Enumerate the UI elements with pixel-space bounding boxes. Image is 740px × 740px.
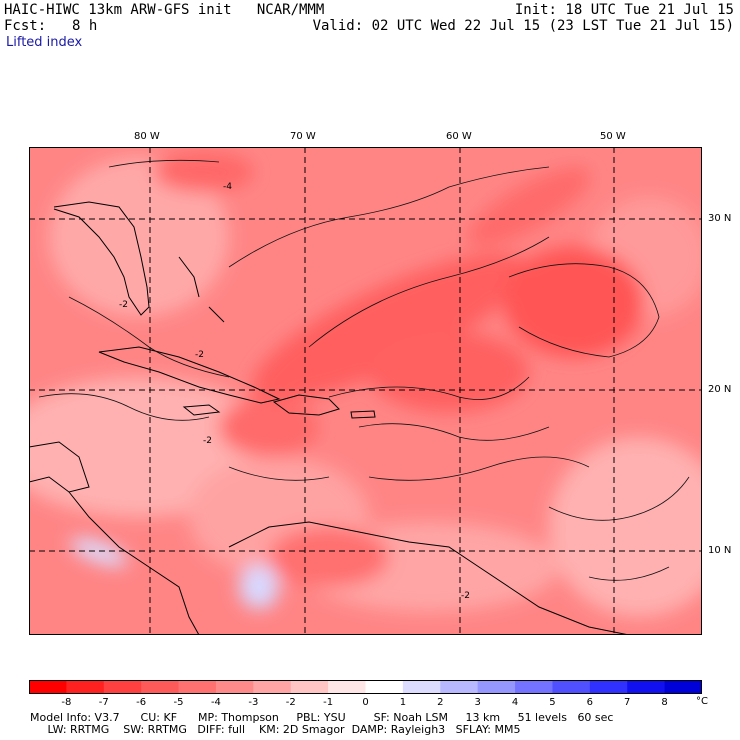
florida-coast bbox=[53, 201, 150, 316]
contour-line bbox=[548, 476, 690, 521]
colorbar-swatch bbox=[178, 680, 217, 694]
dark-region bbox=[467, 167, 591, 247]
colorbar-swatch bbox=[141, 680, 180, 694]
light-region bbox=[49, 157, 229, 317]
cuba-coast bbox=[98, 346, 281, 404]
contour-label: -2 bbox=[461, 591, 470, 601]
model-info-line2: LW: RRTMG SW: RRTMG DIFF: full KM: 2D Sm… bbox=[30, 723, 521, 736]
colorbar-tick-label: -4 bbox=[210, 697, 221, 708]
blue-region bbox=[70, 538, 128, 566]
jamaica-coast bbox=[182, 404, 221, 416]
contour-line bbox=[588, 566, 670, 581]
puerto-rico-coast bbox=[350, 410, 376, 419]
lon-label: 70 W bbox=[290, 131, 316, 142]
field-name: Lifted index bbox=[6, 35, 83, 50]
contour-line bbox=[358, 423, 550, 441]
colorbar-tick-label: 2 bbox=[437, 697, 444, 708]
colorbar-tick-label: 8 bbox=[661, 697, 668, 708]
map-frame bbox=[29, 147, 702, 635]
colorbar-tick-label: 0 bbox=[362, 697, 369, 708]
bahamas-coast bbox=[178, 256, 225, 323]
central-america-coast bbox=[68, 491, 200, 635]
colorbar-frame bbox=[29, 680, 702, 694]
colorbar-tick-label: -3 bbox=[248, 697, 259, 708]
colorbar-swatch bbox=[402, 680, 441, 694]
colorbar-swatch bbox=[627, 680, 666, 694]
colorbar-tick-label: 6 bbox=[586, 697, 594, 708]
colorbar-tick-label: -8 bbox=[61, 697, 72, 708]
contour-line bbox=[368, 456, 590, 481]
contour-line bbox=[228, 166, 550, 268]
colorbar-tick-label: 7 bbox=[624, 697, 631, 708]
fcst-value: 8 h bbox=[72, 18, 98, 34]
colorbar-swatch bbox=[589, 680, 628, 694]
dark-region bbox=[252, 253, 526, 401]
colorbar-swatch bbox=[552, 680, 591, 694]
colorbar-unit: °C bbox=[696, 696, 708, 707]
colorbar-tick-label: 5 bbox=[549, 697, 556, 708]
colorbar-swatch bbox=[664, 680, 702, 694]
lat-label: 10 N bbox=[708, 545, 732, 556]
colorbar-tick-label: 3 bbox=[474, 697, 481, 708]
colorbar-swatch bbox=[440, 680, 479, 694]
lon-label: 80 W bbox=[134, 131, 160, 142]
blue-region bbox=[239, 565, 279, 609]
colorbar-swatch bbox=[290, 680, 329, 694]
lifted-index-map: -4 -2 -2 -2 -2 bbox=[29, 147, 702, 635]
lat-label: 20 N bbox=[708, 384, 732, 395]
lon-label: 50 W bbox=[600, 131, 626, 142]
colorbar-tick-label: -7 bbox=[98, 697, 109, 708]
yucatan-coast bbox=[29, 441, 90, 493]
colorbar-swatch bbox=[515, 680, 553, 694]
lon-label: 60 W bbox=[446, 131, 472, 142]
contour-label: -2 bbox=[195, 350, 204, 360]
colorbar-tick-label: -2 bbox=[285, 697, 296, 708]
dark-region bbox=[154, 152, 254, 192]
contour-label: -2 bbox=[203, 436, 212, 446]
colorbar-swatch bbox=[29, 680, 67, 694]
colorbar-tick-label: -6 bbox=[136, 697, 147, 708]
title: HAIC-HIWC 13km ARW-GFS init NCAR/MMM bbox=[4, 2, 325, 18]
contour-line bbox=[228, 466, 330, 481]
contour-line bbox=[38, 393, 210, 421]
lat-label: 30 N bbox=[708, 213, 732, 224]
contour-label: -2 bbox=[119, 300, 128, 310]
dark-region bbox=[369, 332, 529, 412]
colorbar-tick-label: 1 bbox=[399, 697, 407, 708]
colorbar-tick-label: 4 bbox=[511, 697, 519, 708]
light-region bbox=[549, 437, 702, 617]
dark-region bbox=[269, 527, 389, 587]
colorbar-swatch bbox=[103, 680, 142, 694]
hispaniola-coast bbox=[272, 394, 340, 416]
colorbar-swatch bbox=[477, 680, 516, 694]
model-info-line1: Model Info: V3.7 CU: KF MP: Thompson PBL… bbox=[30, 711, 614, 724]
contour-label: -4 bbox=[223, 182, 232, 192]
contour-line bbox=[508, 263, 660, 358]
valid-time: Valid: 02 UTC Wed 22 Jul 15 (23 LST Tue … bbox=[312, 18, 734, 34]
colorbar-swatch bbox=[215, 680, 254, 694]
contour-line bbox=[308, 236, 550, 348]
contour-line bbox=[108, 159, 220, 168]
south-america-coast bbox=[228, 521, 630, 635]
colorbar-tick-label: -1 bbox=[323, 697, 334, 708]
colorbar-swatch bbox=[365, 680, 404, 694]
fcst-label: Fcst: bbox=[4, 18, 47, 34]
contour-line bbox=[328, 376, 530, 400]
dark-region bbox=[219, 397, 319, 457]
colorbar-swatch bbox=[328, 680, 366, 694]
colorbar-swatch bbox=[253, 680, 292, 694]
contour-line bbox=[68, 296, 230, 378]
colorbar-tick-label: -5 bbox=[173, 697, 184, 708]
init-time: Init: 18 UTC Tue 21 Jul 15 bbox=[514, 2, 734, 18]
dark-region bbox=[504, 247, 644, 357]
colorbar bbox=[29, 680, 702, 694]
colorbar-swatch bbox=[66, 680, 105, 694]
